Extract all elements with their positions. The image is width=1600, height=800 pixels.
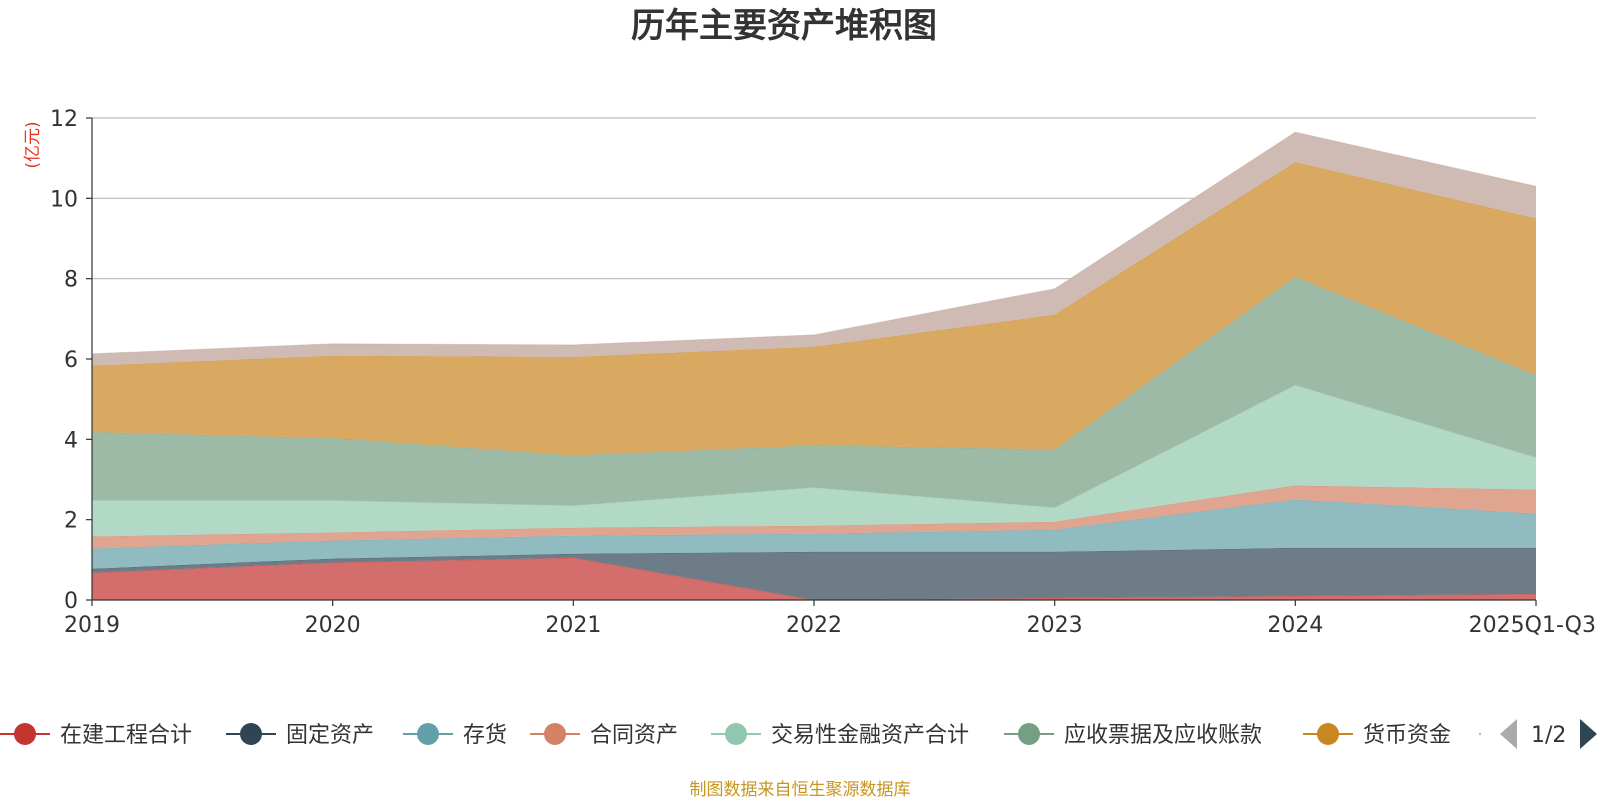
legend-page-indicator: 1/2	[1531, 723, 1566, 748]
legend-label: 在建工程合计	[60, 723, 192, 748]
legend-prev-page-icon[interactable]	[1500, 719, 1517, 749]
area-series-8	[92, 132, 1536, 366]
area-series-3	[92, 499, 1536, 569]
legend-item[interactable]: 应收票据及应收账款	[1004, 723, 1262, 748]
legend-label: 存货	[463, 723, 507, 748]
x-tick-label: 2023	[1027, 613, 1083, 638]
legend-item[interactable]: 在建工程合计	[0, 723, 192, 748]
data-source-note: 制图数据来自恒生聚源数据库	[690, 780, 911, 800]
x-tick-label: 2025Q1-Q3	[1469, 613, 1596, 638]
legend-circle-icon	[544, 723, 566, 745]
y-tick-label: 6	[64, 348, 78, 373]
y-tick-label: 4	[64, 428, 78, 453]
legend-circle-icon	[14, 723, 36, 745]
x-tick-label: 2021	[545, 613, 601, 638]
legend-item[interactable]: 货币资金	[1303, 723, 1451, 748]
y-tick-label: 8	[64, 268, 78, 293]
legend-label: 应收票据及应收账款	[1064, 723, 1262, 748]
legend-item[interactable]: 交易性金融资产合计	[711, 723, 969, 748]
y-tick-label: 2	[64, 509, 78, 534]
area-series-7	[92, 162, 1536, 456]
legend-circle-icon	[725, 723, 747, 745]
y-tick-label: 0	[64, 589, 78, 614]
area-series-2	[92, 547, 1536, 600]
legend-circle-icon	[1317, 723, 1339, 745]
area-series-5	[92, 385, 1536, 537]
area-series-6	[92, 276, 1536, 508]
area-series-1	[92, 557, 1536, 600]
legend-overflow-dot	[1478, 732, 1482, 736]
legend-next-page-icon[interactable]	[1580, 719, 1597, 749]
x-axis-ticks: 2019 2020 2021 2022 2023 2024 2025Q1-Q3	[64, 600, 1596, 638]
legend-circle-icon	[240, 723, 262, 745]
y-tick-label: 10	[50, 187, 78, 212]
legend-item[interactable]: 固定资产	[226, 723, 374, 748]
x-tick-label: 2019	[64, 613, 120, 638]
legend[interactable]: 在建工程合计 固定资产 存货 合同资产 交易性金融资产合计 应收票据及应收账款 货币资金	[0, 723, 1482, 748]
legend-item[interactable]: 合同资产	[530, 723, 678, 748]
legend-label: 交易性金融资产合计	[771, 723, 969, 748]
chart-title: 历年主要资产堆积图	[631, 6, 937, 46]
area-series-group	[91, 131, 1537, 601]
y-axis-unit-label: (亿元)	[23, 121, 43, 168]
legend-label: 合同资产	[590, 723, 678, 748]
legend-label: 货币资金	[1363, 723, 1451, 748]
legend-circle-icon	[417, 723, 439, 745]
legend-pager: 1/2	[1500, 719, 1597, 749]
legend-circle-icon	[1018, 723, 1040, 745]
area-series-4	[92, 485, 1536, 549]
x-tick-label: 2020	[305, 613, 361, 638]
legend-item[interactable]: 存货	[403, 723, 507, 748]
series-top-line	[91, 131, 1537, 355]
legend-label: 固定资产	[286, 723, 374, 748]
y-axis-ticks: 0 2 4 6 8 10 12	[50, 107, 92, 614]
y-tick-label: 12	[50, 107, 78, 132]
x-tick-label: 2022	[786, 613, 842, 638]
x-tick-label: 2024	[1267, 613, 1323, 638]
